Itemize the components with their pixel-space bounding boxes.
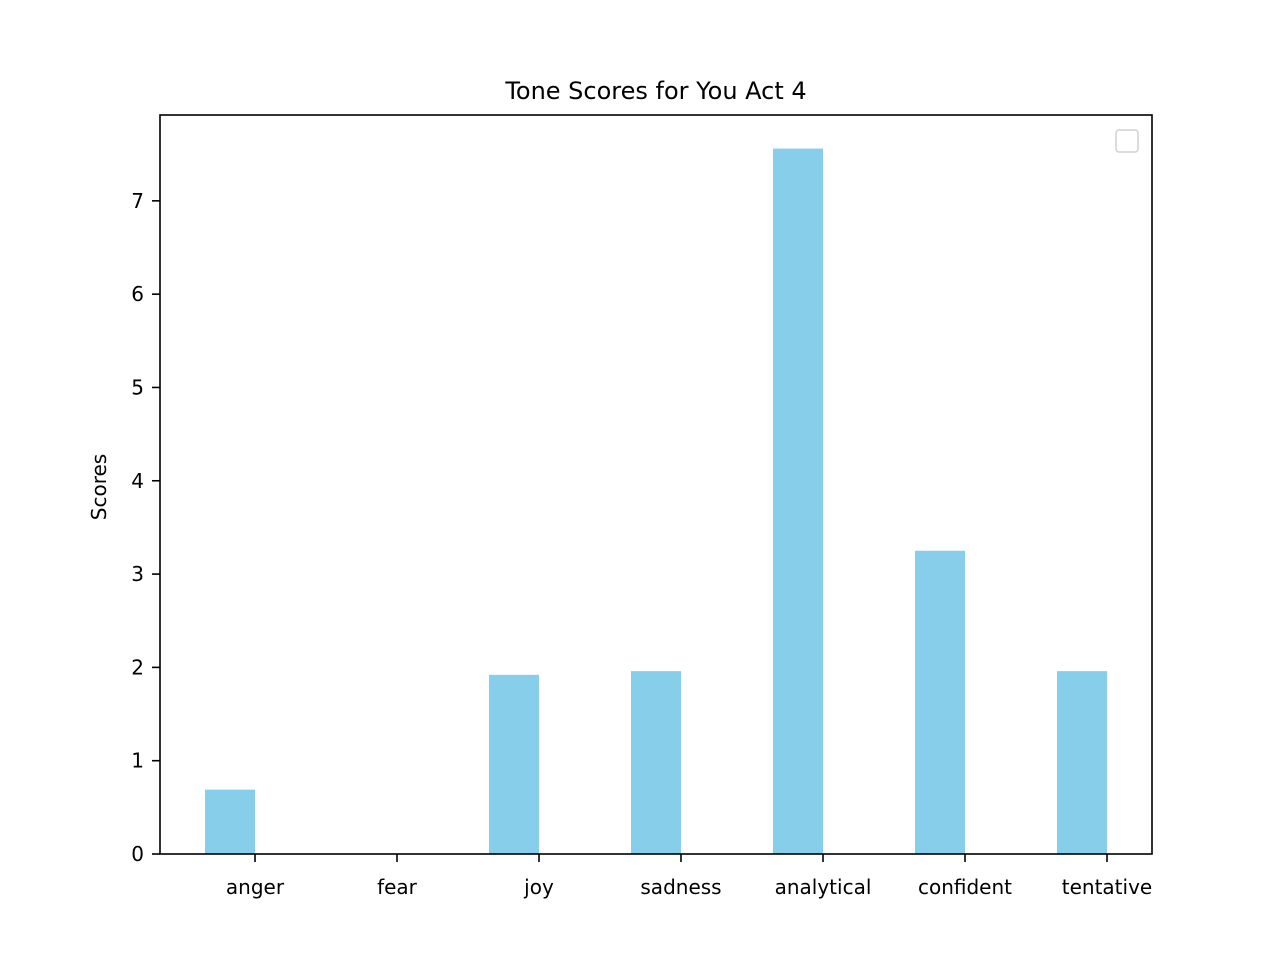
x-tick-label: analytical	[775, 875, 872, 899]
y-axis-ticks: 0 1 2 3 4 5 6 7	[131, 189, 160, 866]
y-tick-label: 4	[131, 469, 144, 493]
x-tick-label: fear	[377, 875, 418, 899]
y-axis-label: Scores	[87, 454, 111, 520]
bar-anger	[205, 789, 255, 854]
x-tick-label: sadness	[640, 875, 721, 899]
x-tick-label: joy	[523, 875, 554, 899]
x-tick-label: tentative	[1062, 875, 1152, 899]
x-tick-label: confident	[918, 875, 1012, 899]
bar-tentative	[1057, 671, 1107, 854]
bar-series	[205, 148, 1107, 854]
plot-frame	[159, 114, 1153, 855]
y-tick-label: 5	[131, 375, 144, 399]
y-tick-label: 7	[131, 189, 144, 213]
y-tick-label: 2	[131, 655, 144, 679]
legend-box	[1115, 129, 1139, 153]
x-axis-ticks: anger fear joy sadness analytical confident te…	[226, 854, 1152, 899]
x-tick-label: anger	[226, 875, 285, 899]
y-tick-label: 3	[131, 562, 144, 586]
y-tick-label: 0	[131, 842, 144, 866]
bar-joy	[489, 674, 539, 854]
chart-title: Tone Scores for You Act 4	[504, 77, 806, 105]
bar-analytical	[773, 148, 823, 854]
y-tick-label: 6	[131, 282, 144, 306]
bar-sadness	[631, 671, 681, 854]
bar-confident	[915, 550, 965, 854]
y-tick-label: 1	[131, 749, 144, 773]
